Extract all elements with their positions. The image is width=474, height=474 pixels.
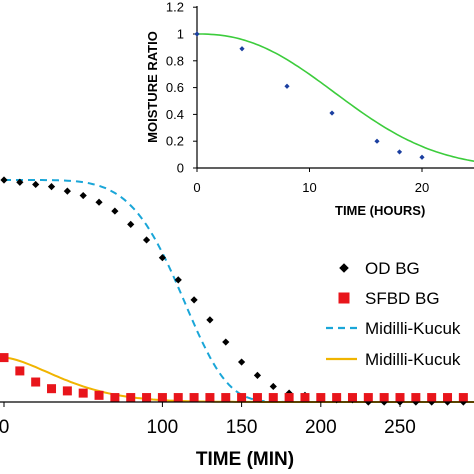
data-point-1 — [142, 393, 152, 403]
data-point-1 — [15, 366, 25, 376]
data-point-1 — [395, 393, 405, 403]
data-point-1 — [443, 393, 453, 403]
inset-y-tick-label: 0.8 — [166, 53, 184, 68]
main-chart: 0 100 150 200 250 TIME (MIN) — [0, 176, 474, 470]
data-point-0 — [206, 316, 214, 324]
inset-y-tick-label: 0.2 — [166, 134, 184, 149]
data-point-1 — [316, 393, 326, 403]
data-point-1 — [458, 393, 468, 403]
data-point-1 — [189, 393, 199, 403]
inset-data-point — [284, 83, 290, 89]
data-point-0 — [95, 198, 103, 206]
legend-label-2: Midilli-Kucuk — [365, 319, 461, 338]
data-point-1 — [62, 386, 72, 396]
inset-x-axis-title: TIME (HOURS) — [335, 203, 425, 218]
data-point-0 — [79, 191, 87, 200]
data-point-0 — [32, 180, 40, 189]
inset-y-tick-label: 0 — [177, 161, 184, 176]
data-point-0 — [47, 183, 56, 191]
data-point-1 — [47, 384, 57, 394]
inset-x-tick-label: 0 — [193, 180, 200, 195]
legend-marker-0 — [339, 263, 349, 273]
main-x-tick-label: 200 — [305, 417, 337, 438]
legend-label-3: Midilli-Kucuk — [365, 350, 461, 369]
inset-data-point — [419, 154, 425, 160]
data-point-0 — [142, 236, 151, 244]
inset-series-line — [197, 33, 474, 162]
main-x-tick-label: 100 — [147, 417, 179, 438]
data-point-1 — [363, 393, 373, 403]
data-point-1 — [126, 393, 136, 403]
data-point-1 — [0, 353, 9, 363]
inset-data-point — [396, 149, 403, 155]
data-point-1 — [157, 393, 167, 403]
data-point-1 — [110, 393, 120, 403]
legend-label-1: SFBD BG — [365, 289, 440, 308]
data-point-0 — [63, 187, 71, 195]
inset-data-point — [194, 31, 200, 37]
data-point-1 — [173, 393, 183, 403]
data-point-0 — [222, 338, 230, 346]
data-point-1 — [379, 393, 389, 403]
data-point-0 — [269, 382, 277, 391]
data-point-0 — [253, 371, 262, 379]
data-point-0 — [111, 207, 119, 215]
main-x-tick-label: 150 — [226, 417, 258, 438]
main-x-axis-title: TIME (MIN) — [196, 449, 294, 470]
inset-x-tick-label: 10 — [302, 180, 316, 195]
data-point-0 — [190, 296, 198, 304]
data-point-1 — [332, 393, 342, 403]
data-point-0 — [238, 358, 246, 366]
legend: OD BG SFBD BG Midilli-Kucuk Midilli-Kucuk — [326, 259, 461, 369]
data-point-1 — [205, 393, 215, 403]
data-point-1 — [94, 390, 104, 400]
inset-y-axis-title: MOISTURE RATIO — [145, 31, 160, 143]
data-point-1 — [347, 393, 357, 403]
inset-chart: 0 0.2 0.4 0.6 0.8 1 1.2 0 10 20 MOISTURE RATIO T… — [145, 0, 474, 228]
data-point-1 — [252, 393, 262, 403]
inset-y-tick-label: 0.6 — [166, 80, 184, 95]
inset-x-tick-label: 20 — [415, 180, 429, 195]
data-point-1 — [237, 393, 247, 403]
data-point-1 — [78, 388, 88, 398]
inset-data-point — [374, 138, 380, 144]
data-point-1 — [31, 377, 41, 387]
main-x-tick-label: 0 — [0, 417, 9, 438]
inset-data-point — [329, 110, 335, 116]
data-point-1 — [427, 393, 437, 403]
data-point-1 — [268, 393, 278, 403]
data-point-1 — [221, 393, 231, 403]
data-point-1 — [284, 393, 294, 403]
data-point-0 — [0, 176, 8, 184]
data-point-0 — [158, 254, 166, 262]
inset-data-point — [239, 46, 245, 52]
inset-y-tick-label: 1 — [177, 27, 184, 42]
data-point-0 — [16, 178, 24, 186]
main-x-tick-label: 250 — [384, 417, 416, 438]
inset-y-tick-label: 0.4 — [166, 107, 184, 122]
data-point-1 — [411, 393, 421, 403]
inset-y-tick-label: 1.2 — [166, 0, 184, 15]
data-point-0 — [174, 276, 182, 284]
data-point-0 — [127, 220, 135, 228]
data-point-1 — [300, 393, 310, 403]
inset-background — [150, 0, 474, 228]
legend-marker-1 — [338, 292, 350, 304]
legend-label-0: OD BG — [365, 259, 420, 278]
